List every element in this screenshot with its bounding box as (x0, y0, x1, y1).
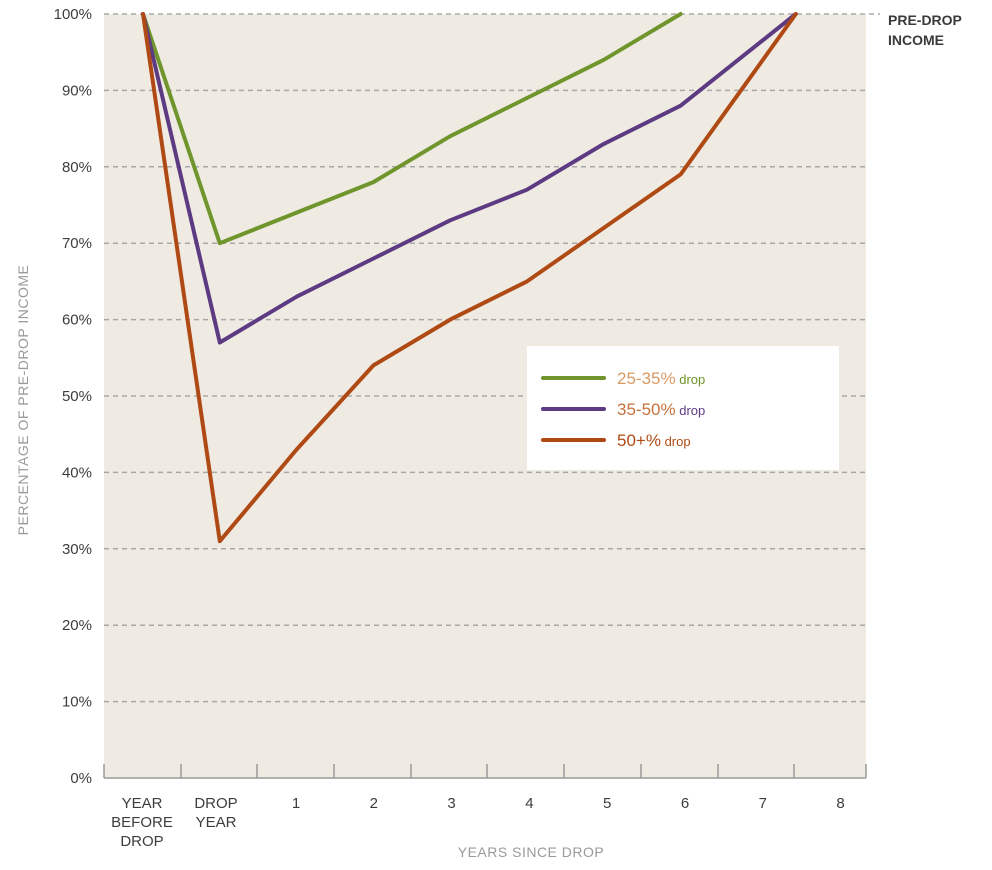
y-tick-label: 30% (62, 541, 92, 558)
x-tick-label: YEAR BEFORE DROP (111, 795, 173, 850)
y-tick-label: 80% (62, 159, 92, 176)
y-axis-ticks: 0% 10% 20% 30% 40% 50% 60% 70% 80% 90% 100% (54, 6, 92, 787)
x-tick-label: 5 (603, 795, 611, 812)
y-axis-title: PERCENTAGE OF PRE-DROP INCOME (15, 265, 31, 536)
series-lines (141, 12, 798, 544)
y-tick-label: 0% (70, 770, 92, 787)
x-tick-label: 1 (292, 795, 300, 812)
x-tick-label: 8 (836, 795, 844, 812)
x-axis-ticks: YEAR BEFORE DROP DROP YEAR 1 2 3 4 5 6 7 8 (111, 795, 845, 850)
x-tick-label: 3 (447, 795, 455, 812)
series-line (141, 12, 798, 544)
legend-entry: 35-50% drop (617, 400, 705, 419)
x-axis-title: YEARS SINCE DROP (458, 844, 604, 860)
x-tick-label: DROP YEAR (194, 795, 237, 831)
y-tick-label: 100% (54, 6, 92, 23)
legend: 25-35% drop 35-50% drop 50+% drop (527, 346, 839, 470)
series-line (141, 12, 798, 345)
series-line (141, 12, 683, 246)
y-tick-label: 40% (62, 464, 92, 481)
x-tick-label: 4 (525, 795, 533, 812)
x-tick-label: 6 (681, 795, 689, 812)
legend-entry: 50+% drop (617, 431, 691, 450)
y-tick-label: 10% (62, 694, 92, 711)
pre-drop-income-label-line: INCOME (888, 32, 944, 48)
x-tick-label: 7 (759, 795, 767, 812)
pre-drop-income-label: PRE-DROP INCOME (888, 12, 962, 48)
x-axis (103, 764, 867, 779)
y-tick-label: 70% (62, 235, 92, 252)
y-tick-label: 50% (62, 388, 92, 405)
y-tick-label: 60% (62, 312, 92, 329)
y-tick-label: 90% (62, 82, 92, 99)
y-tick-label: 20% (62, 617, 92, 634)
gridlines (104, 13, 880, 703)
legend-entry: 25-35% drop (617, 369, 705, 388)
pre-drop-income-label-line: PRE-DROP (888, 12, 962, 28)
x-tick-label: 2 (370, 795, 378, 812)
